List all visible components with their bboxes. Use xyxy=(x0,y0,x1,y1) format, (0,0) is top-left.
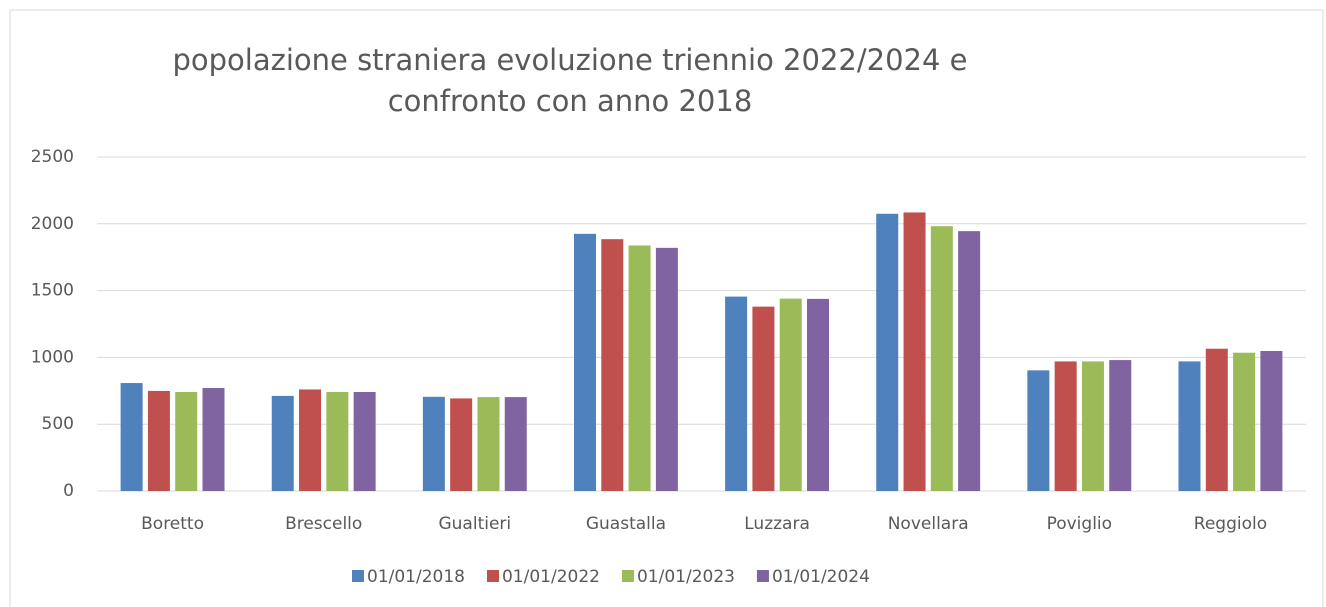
bar xyxy=(1178,361,1201,491)
x-tick-label: Guastalla xyxy=(586,514,666,534)
bar xyxy=(175,392,198,491)
bar xyxy=(326,392,349,491)
bar xyxy=(779,298,802,491)
legend-swatch xyxy=(352,570,364,582)
x-tick-label: Boretto xyxy=(141,514,204,534)
bar xyxy=(147,390,170,491)
bar xyxy=(120,383,143,491)
chart-title: popolazione straniera evoluzione trienni… xyxy=(172,43,968,118)
bar xyxy=(573,233,596,491)
x-tick-label: Poviglio xyxy=(1047,514,1112,534)
bar xyxy=(876,213,899,491)
bar xyxy=(1233,352,1256,491)
bar xyxy=(450,398,473,491)
bar xyxy=(477,397,500,491)
bar xyxy=(353,392,376,491)
bar xyxy=(807,298,830,491)
y-tick-label: 1500 xyxy=(31,281,74,301)
legend-swatch xyxy=(486,570,499,582)
x-tick-label: Brescello xyxy=(285,514,362,534)
bar xyxy=(958,231,981,491)
bar xyxy=(752,306,775,491)
legend-label: 01/01/2018 xyxy=(367,567,465,587)
bar xyxy=(422,396,445,491)
legend-label: 01/01/2022 xyxy=(502,567,600,587)
bar xyxy=(1109,360,1132,491)
legend-label: 01/01/2024 xyxy=(772,567,870,587)
bar xyxy=(628,245,651,491)
y-tick-label: 2000 xyxy=(31,214,74,234)
bar xyxy=(903,212,926,491)
bar xyxy=(1054,361,1077,491)
legend-label: 01/01/2023 xyxy=(637,567,735,587)
y-tick-label: 0 xyxy=(63,481,74,501)
bar xyxy=(504,397,527,491)
bar xyxy=(1205,348,1228,491)
bar xyxy=(655,247,678,491)
legend-swatch xyxy=(621,570,634,582)
bar xyxy=(271,395,294,491)
x-tick-label: Novellara xyxy=(888,514,969,534)
x-tick-label: Luzzara xyxy=(744,514,810,534)
bar xyxy=(1081,361,1104,491)
x-tick-label: Gualtieri xyxy=(438,514,511,534)
bar xyxy=(1260,350,1283,491)
bar xyxy=(725,296,748,491)
bar xyxy=(930,226,953,491)
y-tick-label: 500 xyxy=(42,414,74,434)
y-tick-label: 1000 xyxy=(31,347,74,367)
y-tick-label: 2500 xyxy=(31,147,74,167)
bar xyxy=(299,389,322,491)
x-tick-label: Reggiolo xyxy=(1194,514,1267,534)
bar xyxy=(601,239,624,491)
bar xyxy=(1027,370,1050,491)
legend-swatch xyxy=(756,570,769,582)
bar xyxy=(202,387,225,491)
